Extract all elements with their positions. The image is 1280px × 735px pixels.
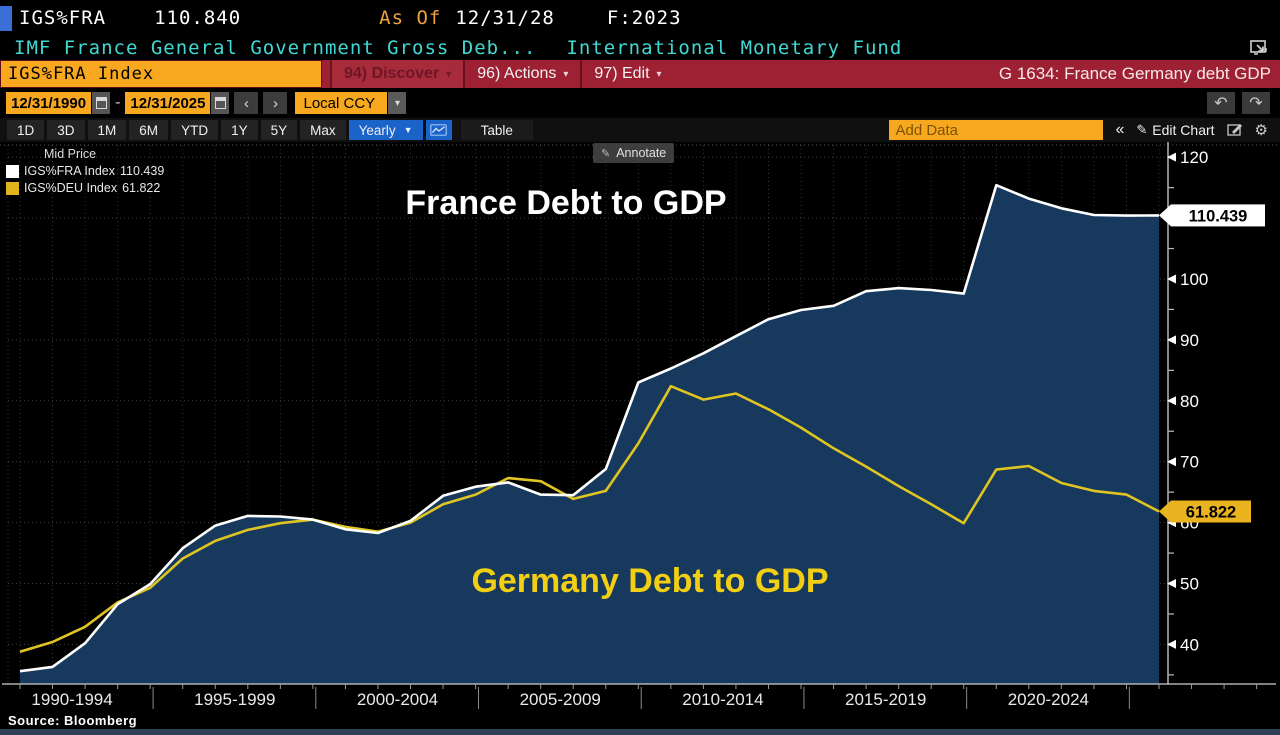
edit-chart-icon[interactable]	[1226, 123, 1243, 137]
svg-text:2005-2009: 2005-2009	[520, 690, 601, 709]
calendar-icon[interactable]	[92, 92, 111, 114]
pencil-icon: ✎	[1136, 122, 1148, 137]
svg-text:80: 80	[1180, 392, 1199, 411]
range-tab-3d[interactable]: 3D	[47, 120, 85, 140]
next-period-button[interactable]: ›	[263, 92, 288, 114]
chart-area[interactable]: France Debt to GDP Germany Debt to GDP 40 5…	[0, 142, 1280, 710]
command-bar: IGS%FRA Index 94) Discover ▾ 96) Actions…	[0, 60, 1280, 88]
bottom-strip	[0, 729, 1280, 735]
discover-menu[interactable]: 94) Discover ▾	[330, 60, 464, 88]
last-price: 110.840	[154, 7, 242, 29]
svg-text:2000-2004: 2000-2004	[357, 690, 438, 709]
ticker-symbol: IGS%FRA	[19, 7, 107, 29]
range-tab-ytd[interactable]: YTD	[171, 120, 219, 140]
currency-select[interactable]: Local CCY	[295, 92, 388, 114]
svg-text:70: 70	[1180, 453, 1199, 472]
cursor-block	[0, 5, 12, 31]
period-dropdown[interactable]: Yearly ▼	[348, 120, 423, 140]
svg-text:2015-2019: 2015-2019	[845, 690, 926, 709]
ticker-bar: IGS%FRA 110.840 As Of 12/31/28 F:2023	[0, 0, 1280, 36]
germany-series-swatch	[6, 182, 19, 195]
range-tab-1d[interactable]: 1D	[7, 120, 45, 140]
export-icon[interactable]	[1250, 39, 1268, 57]
date-from-input[interactable]: 12/31/1990	[6, 92, 92, 114]
legend-item-germany[interactable]: IGS%DEU Index 61.822	[6, 180, 164, 197]
chevron-down-icon[interactable]: ▾	[388, 92, 407, 114]
source-attribution: Source: Bloomberg	[8, 713, 138, 728]
svg-text:2020-2024: 2020-2024	[1008, 690, 1089, 709]
range-toolbar: 1D 3D 1M 6M YTD 1Y 5Y Max Yearly ▼ Table…	[0, 118, 1280, 142]
data-source-org: International Monetary Fund	[566, 37, 903, 59]
svg-text:100: 100	[1180, 270, 1208, 289]
france-series-swatch	[6, 165, 19, 178]
svg-text:Germany Debt to GDP: Germany Debt to GDP	[471, 562, 828, 600]
range-tab-5y[interactable]: 5Y	[260, 120, 298, 140]
calendar-icon[interactable]	[211, 92, 230, 114]
table-button[interactable]: Table	[460, 120, 533, 140]
range-tab-max[interactable]: Max	[300, 120, 346, 140]
prev-period-button[interactable]: ‹	[234, 92, 259, 114]
add-data-input[interactable]: Add Data	[889, 120, 1104, 140]
security-description: IMF France General Government Gross Deb.…	[14, 37, 537, 59]
chart-legend: Mid Price IGS%FRA Index 110.439 IGS%DEU …	[6, 146, 164, 197]
svg-text:120: 120	[1180, 148, 1208, 167]
edit-chart-button[interactable]: Edit Chart	[1152, 122, 1215, 138]
edit-menu[interactable]: 97) Edit ▾	[580, 60, 673, 88]
date-range-separator: -	[115, 94, 121, 111]
date-to-input[interactable]: 12/31/2025	[125, 92, 211, 114]
range-tab-6m[interactable]: 6M	[129, 120, 169, 140]
legend-title: Mid Price	[44, 147, 97, 161]
svg-text:50: 50	[1180, 575, 1199, 594]
as-of-label: As Of	[379, 7, 442, 29]
annotate-button[interactable]: ✎ Annotate	[593, 143, 675, 163]
germany-last-value: 61.822	[122, 181, 161, 195]
gear-icon[interactable]: ⚙	[1254, 122, 1268, 139]
annotate-pencil-icon: ✎	[601, 147, 611, 160]
svg-text:1995-1999: 1995-1999	[194, 690, 275, 709]
chevron-down-icon: ▼	[403, 125, 413, 135]
collapse-panel-icon[interactable]: «	[1115, 121, 1125, 138]
range-tab-1y[interactable]: 1Y	[221, 120, 258, 140]
as-of-date: 12/31/28	[455, 7, 555, 29]
svg-text:61.822: 61.822	[1186, 504, 1236, 522]
legend-item-france[interactable]: IGS%FRA Index 110.439	[6, 163, 164, 180]
range-tab-1m[interactable]: 1M	[87, 120, 127, 140]
date-controls: 12/31/1990 - 12/31/2025 ‹ › Local CCY ▾ …	[0, 88, 1280, 118]
svg-text:90: 90	[1180, 331, 1199, 350]
description-bar: IMF France General Government Gross Deb.…	[0, 36, 1280, 60]
svg-text:France Debt to GDP: France Debt to GDP	[405, 184, 726, 222]
redo-button[interactable]: ↷	[1242, 92, 1270, 114]
debt-chart[interactable]: France Debt to GDP Germany Debt to GDP 40 5…	[0, 142, 1280, 710]
frequency-label: F:2023	[606, 7, 682, 29]
security-input[interactable]: IGS%FRA Index	[0, 60, 322, 88]
chevron-down-icon: ▾	[446, 68, 452, 80]
chevron-down-icon: ▾	[656, 68, 662, 80]
chevron-down-icon: ▾	[563, 68, 569, 80]
actions-menu[interactable]: 96) Actions ▾	[463, 60, 580, 88]
line-chart-icon[interactable]	[425, 120, 452, 140]
chart-function-title: G 1634: France Germany debt GDP	[998, 64, 1271, 83]
undo-button[interactable]: ↶	[1207, 92, 1235, 114]
svg-text:40: 40	[1180, 635, 1199, 654]
france-last-value: 110.439	[120, 164, 165, 178]
svg-text:2010-2014: 2010-2014	[682, 690, 763, 709]
svg-text:1990-1994: 1990-1994	[31, 690, 112, 709]
svg-text:110.439: 110.439	[1189, 207, 1248, 225]
